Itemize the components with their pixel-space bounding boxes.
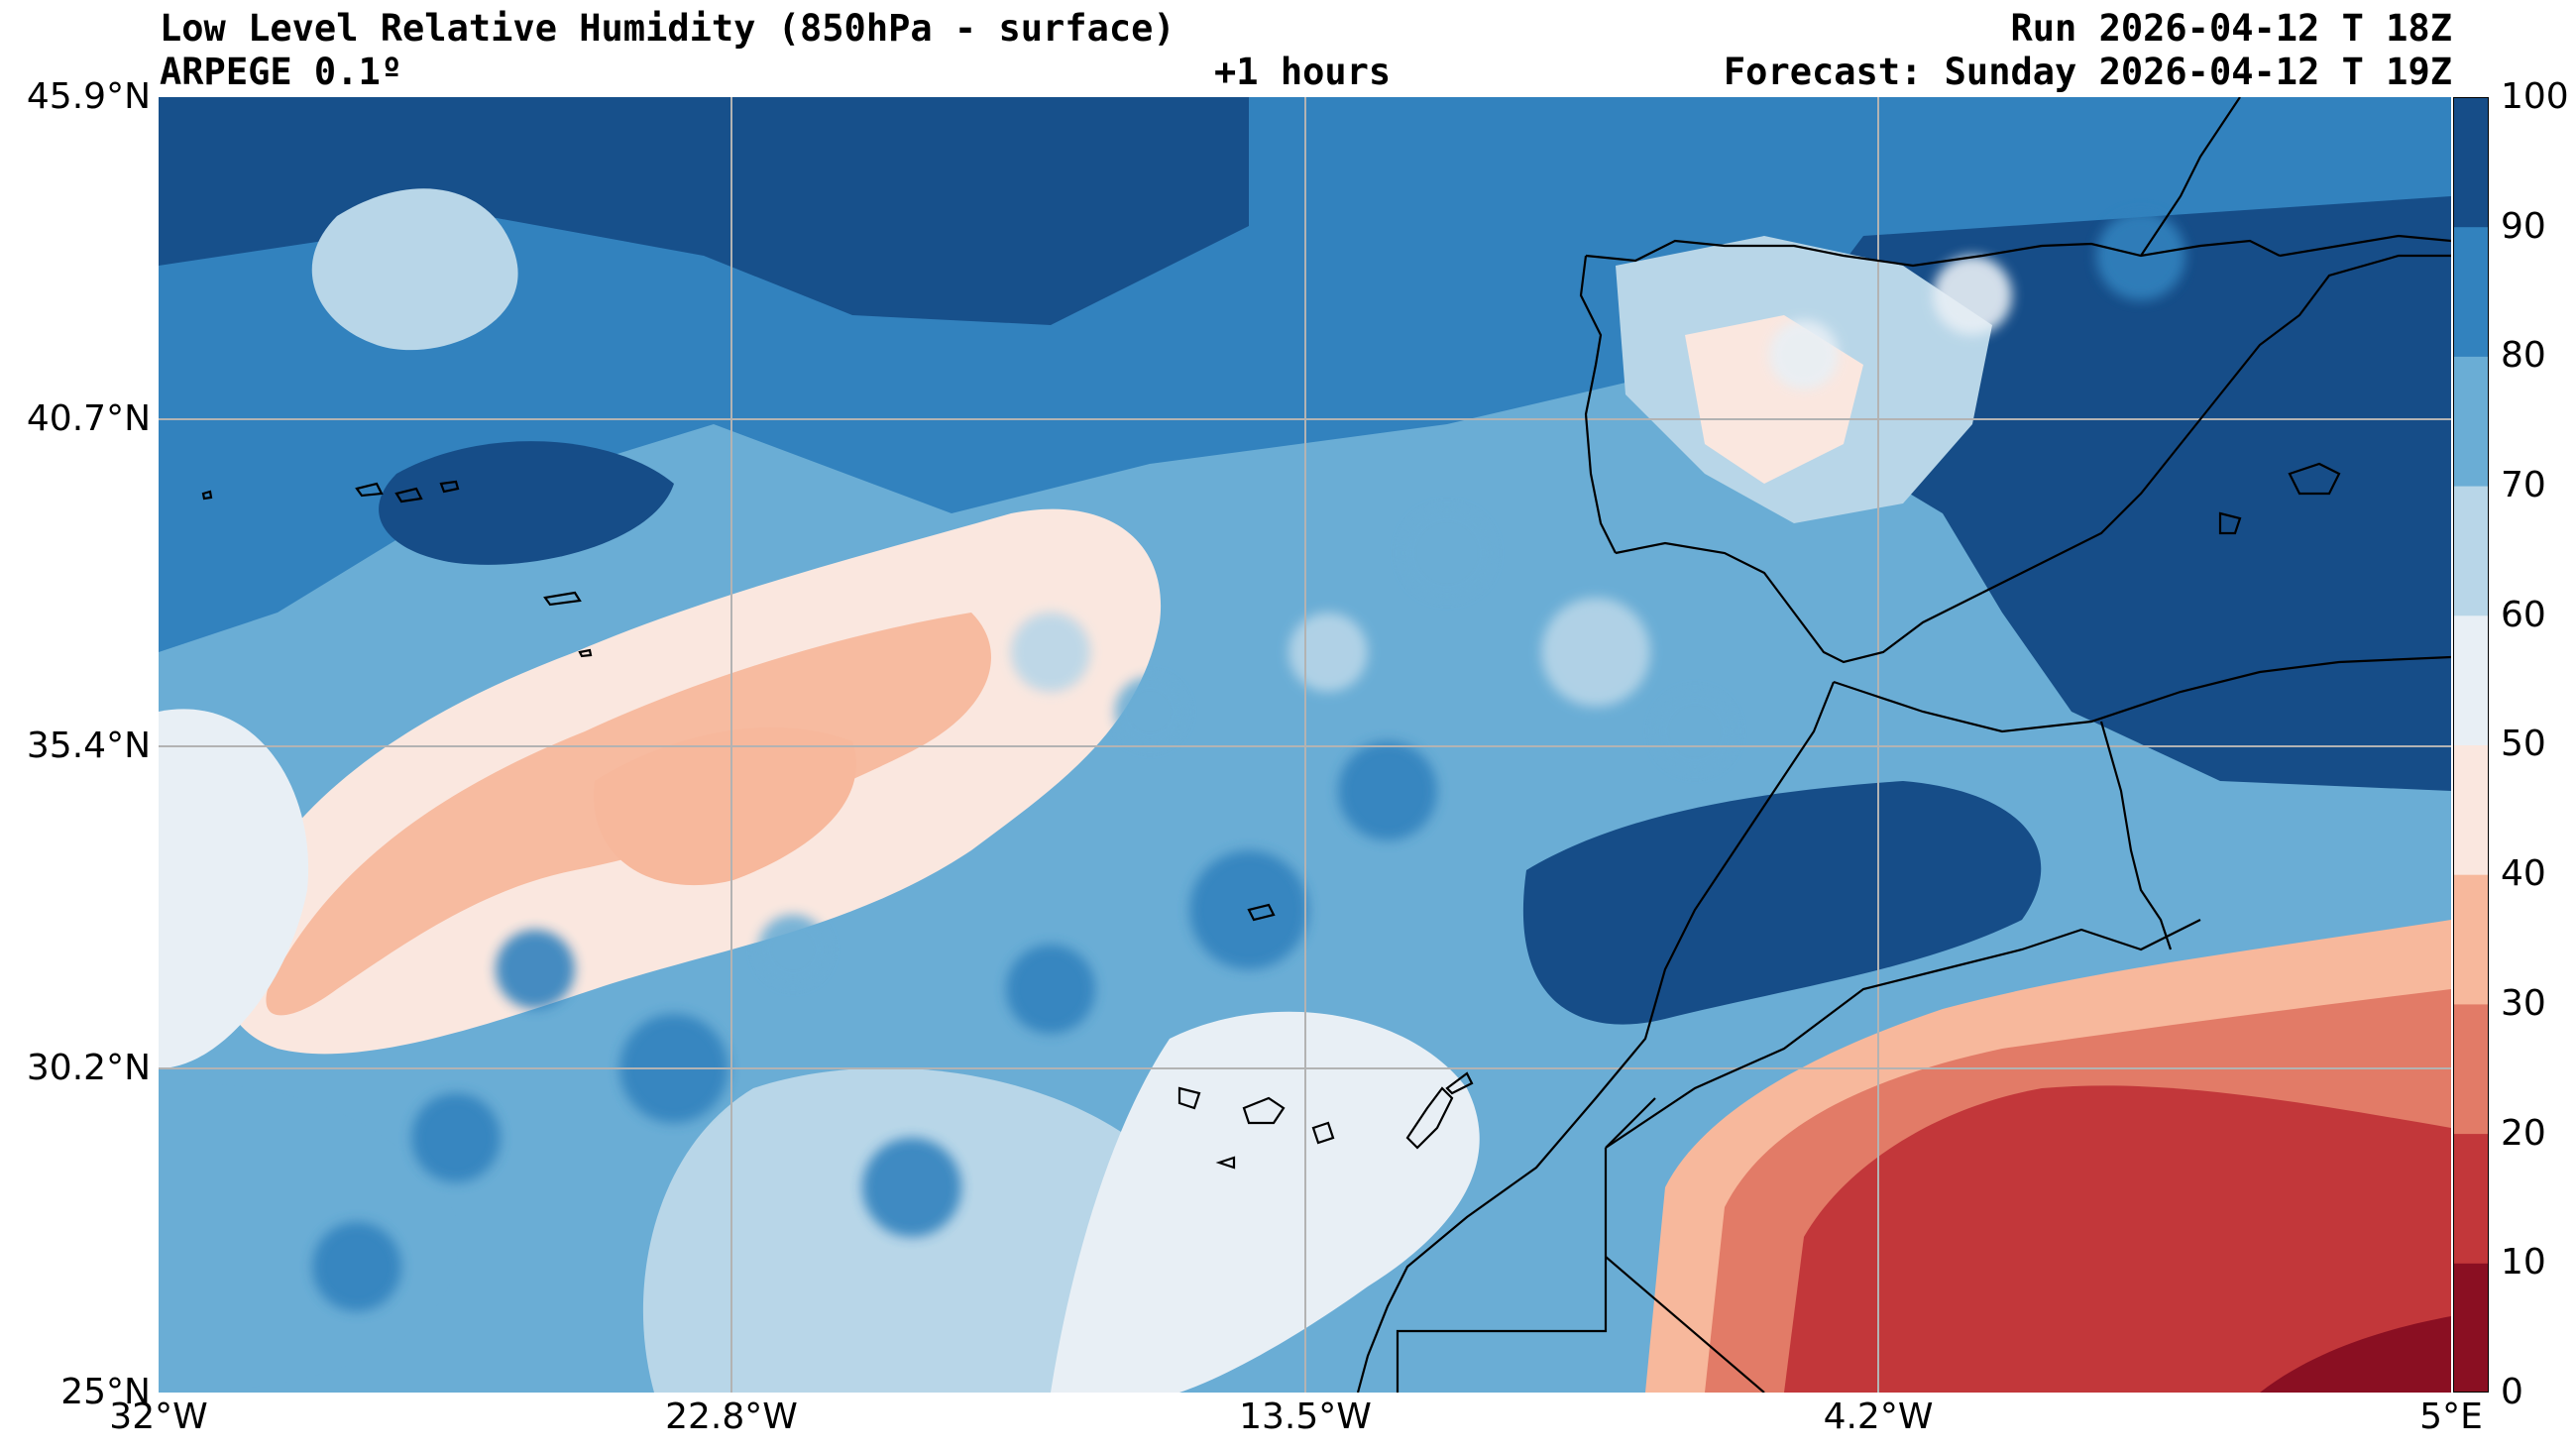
colorbar-segment-9 [2453, 97, 2489, 228]
colorbar-border [2453, 97, 2489, 1393]
colorbar-label-100: 100 [2501, 76, 2569, 117]
colorbar-segment-8 [2453, 226, 2489, 357]
coastlines [201, 97, 2451, 1393]
lon-label-2: 22.8°W [665, 1396, 798, 1437]
colorbar-segment-4 [2453, 744, 2489, 875]
colorbar-segment-6 [2453, 486, 2489, 616]
colorbar-label-90: 90 [2501, 206, 2546, 247]
colorbar-label-70: 70 [2501, 465, 2546, 505]
colorbar-segment-0 [2453, 1263, 2489, 1393]
lat-label-1: 45.9°N [26, 76, 151, 117]
lon-label-5: 5°E [2419, 1396, 2483, 1437]
colorbar-segment-7 [2453, 356, 2489, 487]
lon-label-3: 13.5°W [1239, 1396, 1372, 1437]
colorbar-segment-1 [2453, 1133, 2489, 1264]
colorbar-label-40: 40 [2501, 853, 2546, 894]
colorbar-label-50: 50 [2501, 724, 2546, 764]
colorbar-segment-2 [2453, 1003, 2489, 1135]
lon-label-1: 32°W [109, 1396, 208, 1437]
forecast-label: Forecast: Sunday 2026-04-12 T 19Z [1723, 51, 2452, 93]
lat-label-3: 35.4°N [26, 726, 151, 766]
lat-label-5: 25°N [60, 1372, 151, 1412]
colorbar-segment-3 [2453, 874, 2489, 1005]
lat-label-4: 30.2°N [26, 1048, 151, 1088]
colorbar-label-80: 80 [2501, 335, 2546, 376]
colorbar-label-30: 30 [2501, 983, 2546, 1024]
model-label: ARPEGE 0.1º [160, 51, 403, 93]
lead-time-label: +1 hours [1214, 51, 1392, 93]
colorbar-label-10: 10 [2501, 1242, 2546, 1283]
lat-label-2: 40.7°N [26, 398, 151, 439]
colorbar-label-60: 60 [2501, 595, 2546, 635]
humidity-map[interactable] [159, 97, 2451, 1393]
run-label: Run 2026-04-12 T 18Z [2010, 7, 2452, 50]
colorbar-segment-5 [2453, 614, 2489, 745]
lon-label-4: 4.2°W [1823, 1396, 1934, 1437]
colorbar-label-20: 20 [2501, 1113, 2546, 1154]
colorbar [2453, 97, 2489, 1393]
colorbar-label-0: 0 [2501, 1372, 2523, 1412]
map-title: Low Level Relative Humidity (850hPa - su… [160, 7, 1176, 50]
graticule [159, 97, 2451, 1393]
